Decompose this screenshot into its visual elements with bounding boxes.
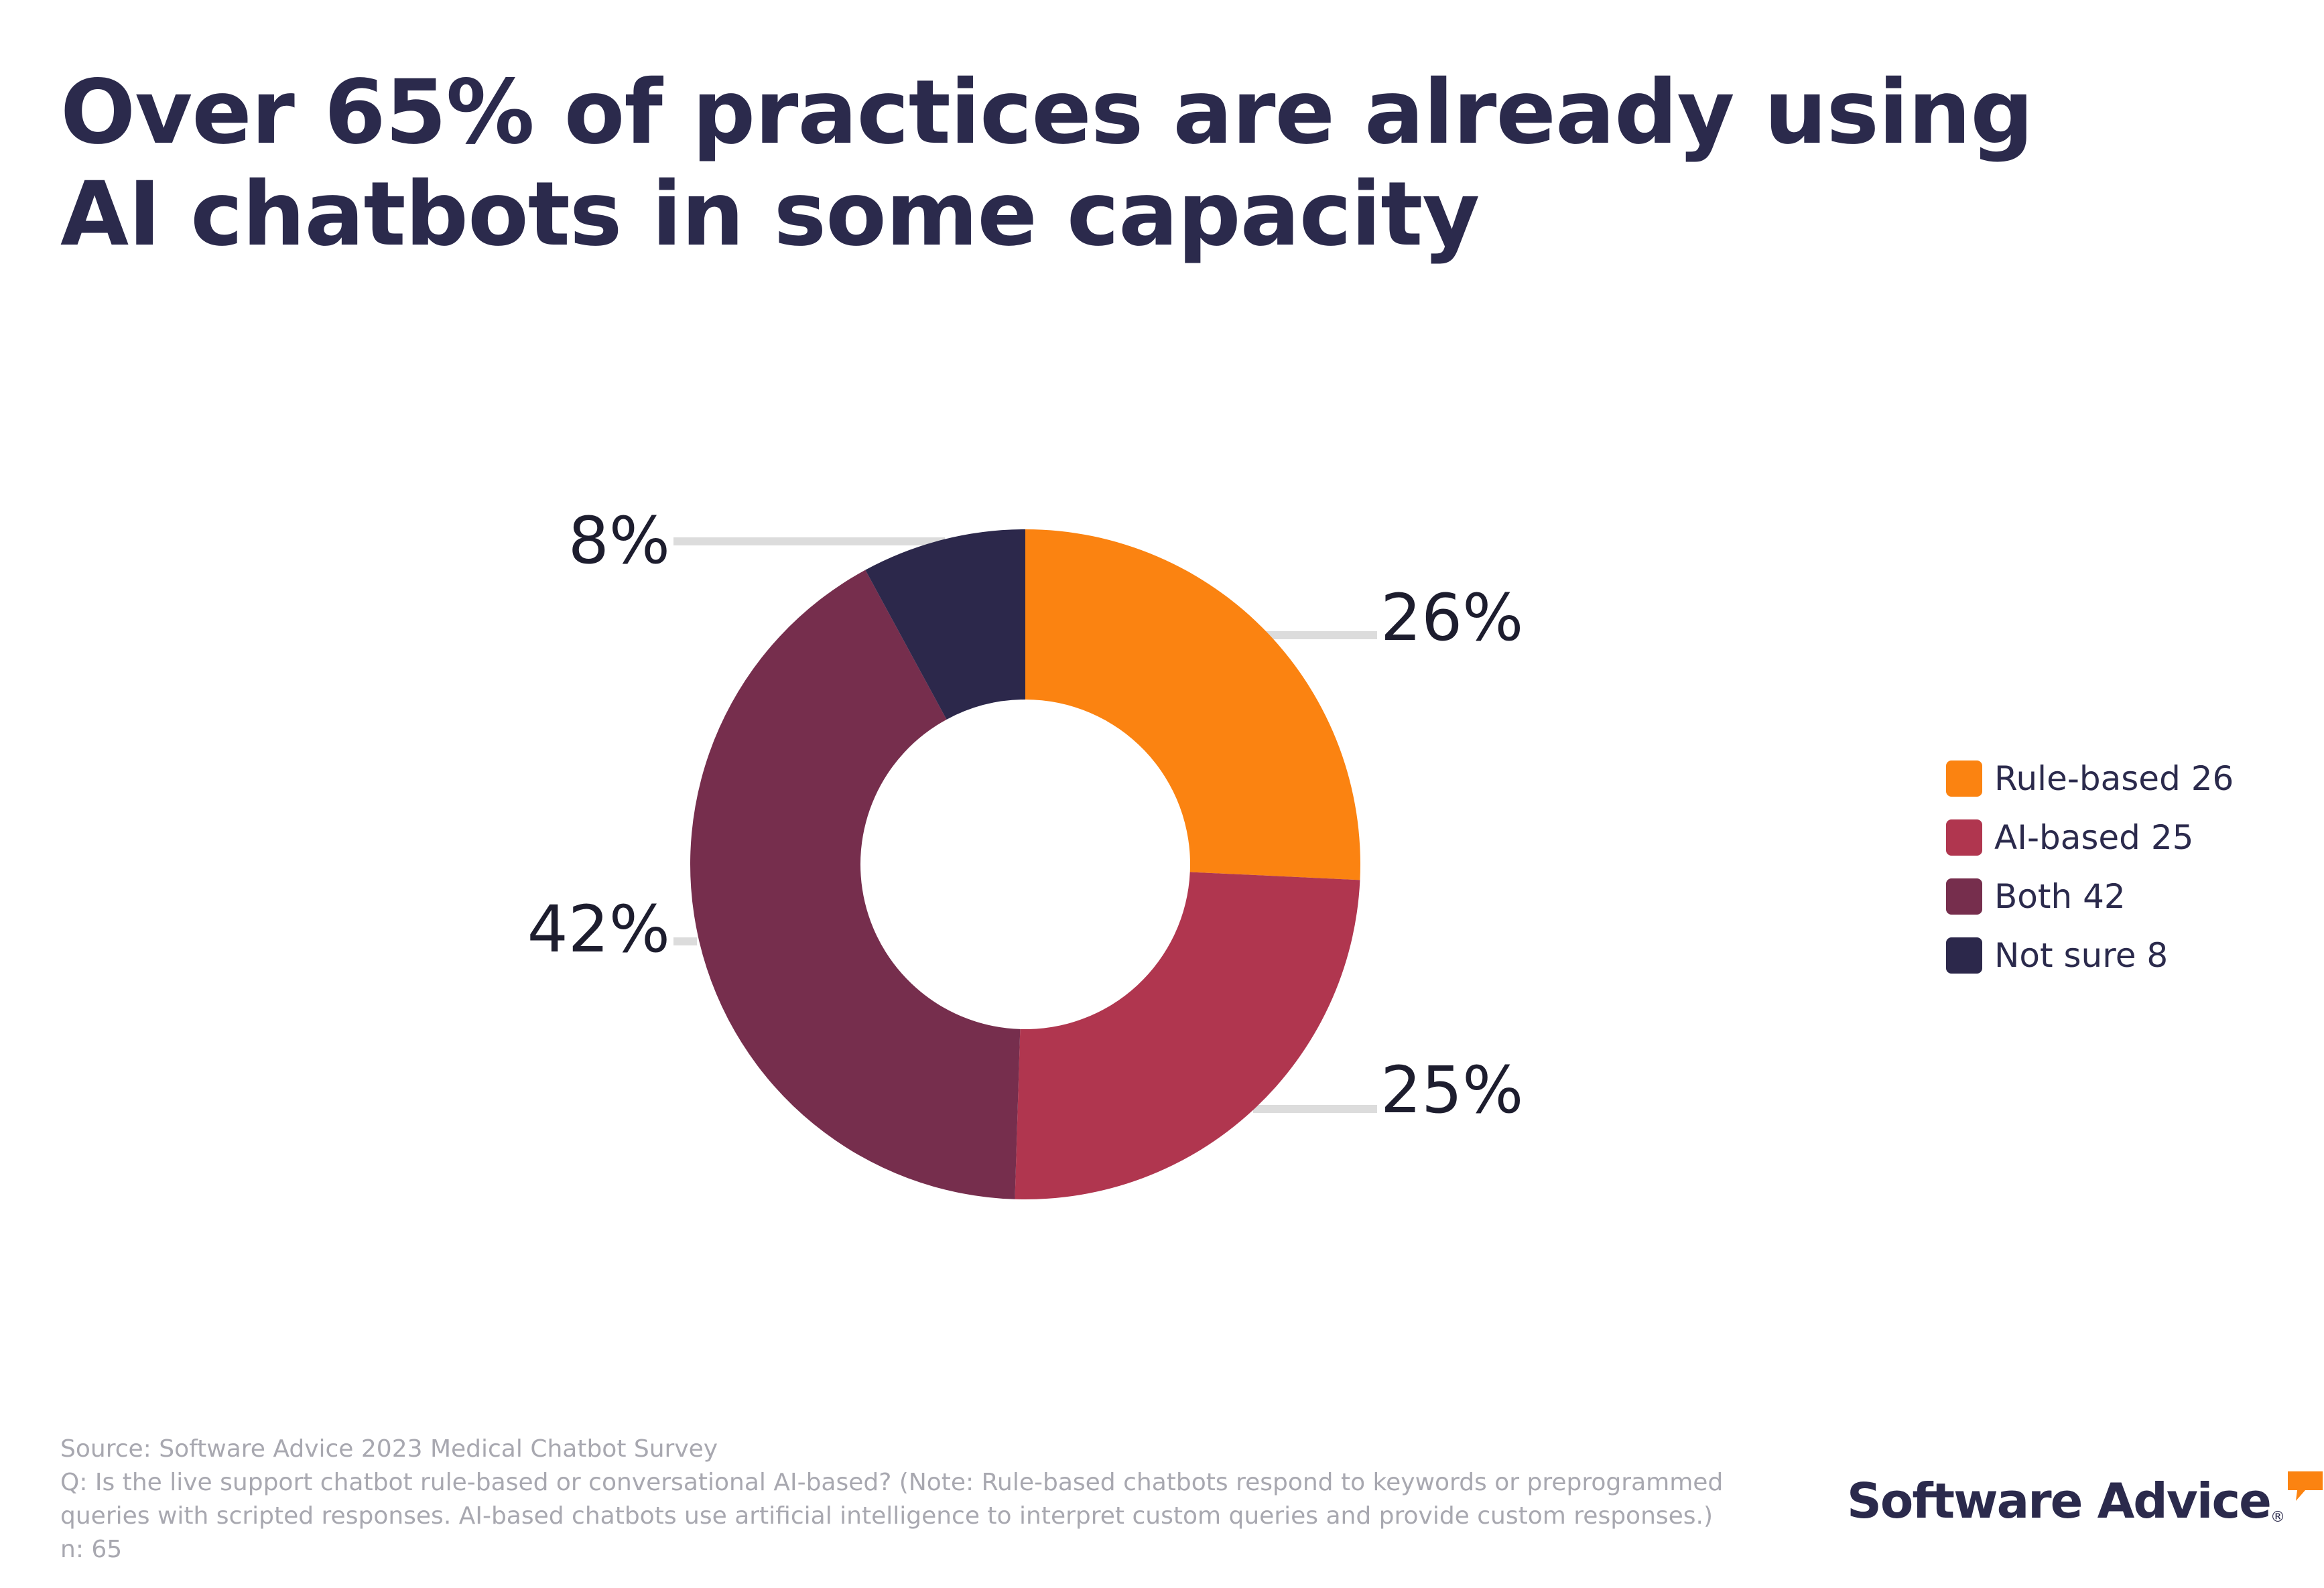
legend-swatch [1946,819,1982,856]
source-note: Source: Software Advice 2023 Medical Cha… [60,1435,718,1463]
question-note-line-1: Q: Is the live support chatbot rule-base… [60,1469,1724,1496]
percent-labels: 26% 25% 42% 8% [527,503,1524,1128]
speech-bubble-icon [2287,1471,2323,1501]
legend-label: Both 42 [1994,877,2126,916]
legend-label: Not sure 8 [1994,936,2169,975]
chart-footer: Source: Software Advice 2023 Medical Cha… [60,1433,1836,1567]
slice-both [690,570,1021,1199]
percent-label-both: 42% [527,892,670,967]
legend-label: AI-based 25 [1994,818,2194,857]
legend-swatch [1946,760,1982,797]
registered-mark: ® [2270,1509,2285,1526]
donut-slices [690,529,1360,1200]
percent-label-ai-based: 25% [1380,1053,1523,1128]
brand-name: Software Advice [1847,1473,2272,1529]
legend-swatch [1946,878,1982,915]
software-advice-logo: Software Advice ® [1847,1471,2324,1529]
legend-item-not-sure: Not sure 8 [1946,926,2234,985]
chart-title: Over 65% of practices are already using … [60,61,2034,266]
slice-not-sure [865,529,1025,720]
percent-label-rule-based: 26% [1380,580,1523,655]
legend-item-ai-based: AI-based 25 [1946,808,2234,867]
percent-label-not-sure: 8% [568,503,670,578]
sample-size-note: n: 65 [60,1536,123,1563]
legend-item-rule-based: Rule-based 26 [1946,749,2234,808]
legend-label: Rule-based 26 [1994,759,2234,798]
slice-ai-based [1015,872,1360,1200]
chart-legend: Rule-based 26 AI-based 25 Both 42 Not sure … [1946,749,2234,985]
slice-rule-based [1025,529,1360,880]
legend-item-both: Both 42 [1946,867,2234,926]
question-note-line-2: queries with scripted responses. AI-base… [60,1502,1714,1530]
leader-lines [673,537,1377,1113]
legend-swatch [1946,937,1982,974]
